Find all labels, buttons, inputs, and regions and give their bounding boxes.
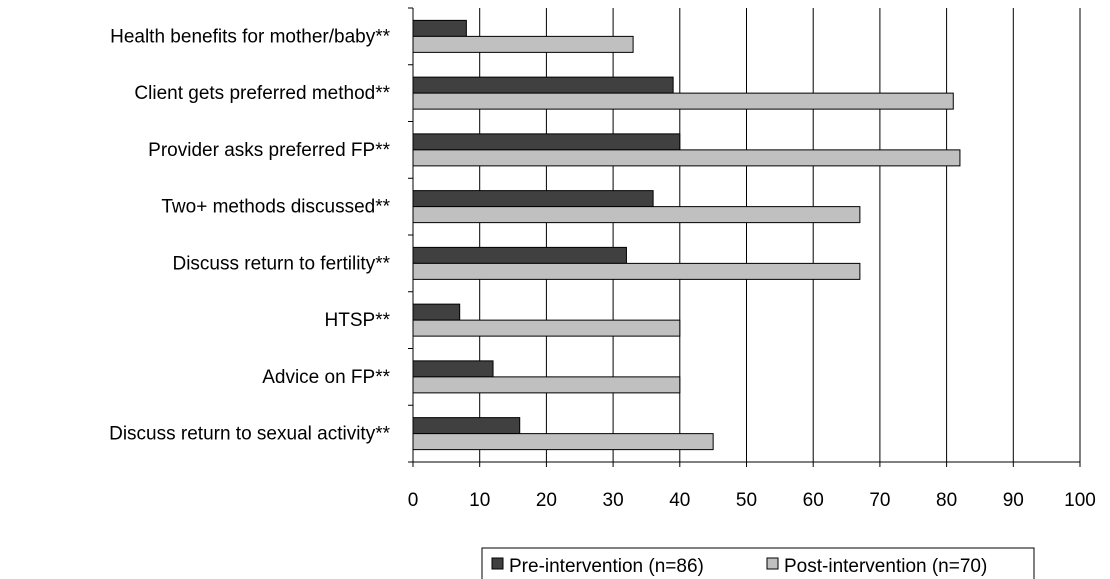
category-label: Health benefits for mother/baby** (110, 26, 390, 47)
legend-label-post: Post-intervention (n=70) (784, 556, 987, 577)
x-tick-label: 30 (603, 490, 624, 511)
bar-pre-7 (412, 417, 521, 435)
bar-pre-5 (412, 303, 461, 321)
x-tick-label: 20 (536, 490, 557, 511)
bar-post-4 (412, 262, 861, 280)
bar-pre-6 (412, 360, 494, 378)
category-label: Client gets preferred method** (134, 83, 390, 104)
x-tick-label: 80 (936, 490, 957, 511)
gridlines (479, 8, 1081, 462)
x-tick-label: 90 (1003, 490, 1024, 511)
x-tick-label: 70 (869, 490, 890, 511)
category-label: Provider asks preferred FP** (148, 140, 390, 161)
legend-label-pre: Pre-intervention (n=86) (509, 556, 704, 577)
x-tick-label: 50 (736, 490, 757, 511)
bar-post-7 (412, 433, 714, 451)
axes (408, 7, 1081, 467)
legend-box (481, 547, 1035, 579)
bars (412, 19, 961, 451)
category-label: HTSP** (325, 310, 391, 331)
x-tick-labels: 0 10 20 30 40 50 60 70 80 90 100 (408, 490, 1096, 511)
x-tick-label: 40 (669, 490, 690, 511)
bar-pre-4 (412, 246, 627, 264)
bar-pre-0 (412, 19, 467, 37)
x-tick-label: 0 (408, 490, 419, 511)
bar-post-5 (412, 319, 681, 337)
x-tick-label: 100 (1064, 490, 1096, 511)
bar-post-1 (412, 92, 954, 110)
bar-post-6 (412, 376, 681, 394)
x-tick-label: 10 (469, 490, 490, 511)
bar-pre-1 (412, 76, 674, 94)
category-label: Advice on FP** (262, 367, 390, 388)
category-label: Discuss return to fertility** (172, 253, 390, 274)
bar-post-2 (412, 149, 961, 167)
bar-post-3 (412, 206, 861, 224)
legend-swatch-pre (491, 557, 504, 570)
bar-pre-3 (412, 190, 654, 208)
category-label: Two+ methods discussed** (161, 197, 390, 218)
category-label: Discuss return to sexual activity** (109, 424, 390, 445)
x-tick-label: 60 (803, 490, 824, 511)
category-labels: Health benefits for mother/baby** Client … (109, 26, 390, 444)
bar-pre-2 (412, 133, 681, 151)
legend: Pre-intervention (n=86) Post-intervention… (481, 547, 1035, 579)
bar-post-0 (412, 35, 634, 53)
legend-swatch-post (766, 557, 779, 570)
